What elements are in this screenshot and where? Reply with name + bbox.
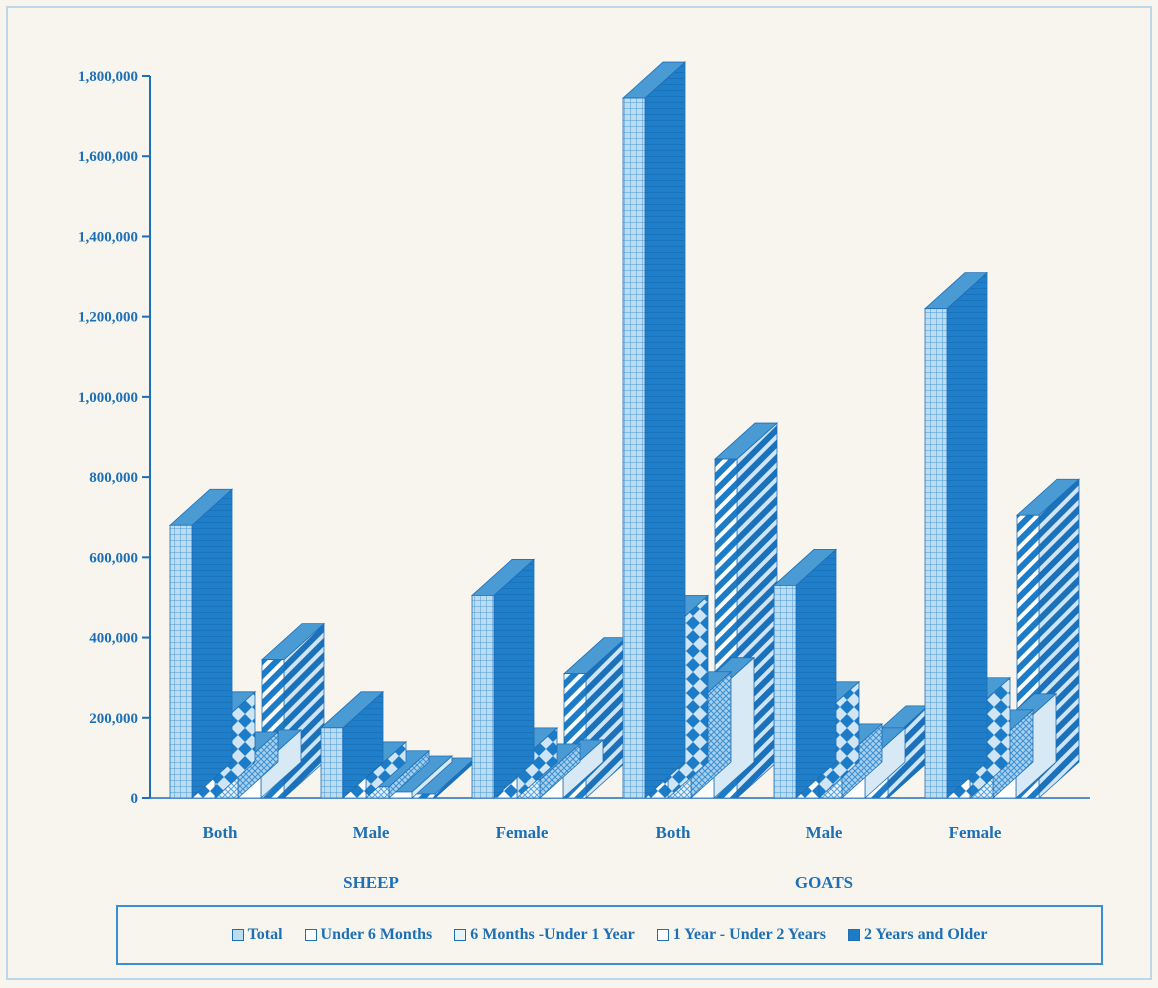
legend-item: Under 6 Months [304,926,433,944]
legend-swatch [454,929,467,941]
y-tick-label: 1,800,000 [78,69,138,85]
x-tick-label: Both [203,823,239,842]
x-group-label: GOATS [795,873,853,892]
chart-frame [6,6,1152,980]
y-tick-label: 800,000 [89,470,138,486]
bar-side [644,61,686,799]
x-group-label: SHEEP [343,873,399,892]
bar [470,558,536,799]
bar-chart: 0 200,000 400,000 600,000 800,000 1,000,000 1,… [78,61,1090,892]
x-tick-label: Male [806,823,843,842]
legend-label: 1 Year - Under 2 Years [672,926,827,943]
x-tick-label: Both [656,823,692,842]
bar [772,548,838,799]
bar-front [622,97,646,799]
legend-item: 6 Months -Under 1 Year [454,926,635,944]
y-tick-label: 1,400,000 [78,229,138,245]
bar-front [773,585,797,799]
y-tick-label: 1,600,000 [78,149,138,165]
legend-swatch [656,929,669,941]
y-tick-label: 400,000 [89,631,138,647]
x-tick-label: Male [353,823,390,842]
bar [411,757,477,799]
y-tick-label: 1,000,000 [78,390,138,406]
y-tick-label: 0 [131,791,139,807]
legend: Total Under 6 Months 6 Months -Under 1 Yea… [116,905,1103,965]
y-tick-label: 1,200,000 [78,310,138,326]
bar-front [471,595,495,799]
bar [319,690,385,799]
legend-label: Under 6 Months [320,926,433,943]
bar [621,61,687,799]
y-tick-label: 600,000 [89,550,138,566]
legend-label: 6 Months -Under 1 Year [470,926,635,943]
legend-label: Total [247,926,283,943]
bars [168,61,1081,799]
bar-front [924,308,948,799]
bar-side [191,488,233,799]
x-tick-label: Female [496,823,549,842]
bar-front [169,524,193,799]
bar [923,271,989,799]
y-tick-label: 200,000 [89,711,138,727]
y-axis: 0 200,000 400,000 600,000 800,000 1,000,000 1,… [78,69,1090,807]
legend-item: 1 Year - Under 2 Years [656,926,827,944]
bar-side [493,558,535,799]
legend-swatch [848,929,861,941]
x-axis-labels: Both Male Female Both Male Female SHEEP GOATS [203,823,1002,892]
legend-swatch [231,929,244,941]
bar [168,488,234,799]
legend-item: Total [231,926,283,944]
legend-item: 2 Years and Older [848,926,987,944]
bar-side [795,548,837,799]
x-tick-label: Female [949,823,1002,842]
bar-side [946,271,988,799]
legend-swatch [304,929,317,941]
legend-label: 2 Years and Older [864,926,988,943]
bar-front [320,727,344,799]
